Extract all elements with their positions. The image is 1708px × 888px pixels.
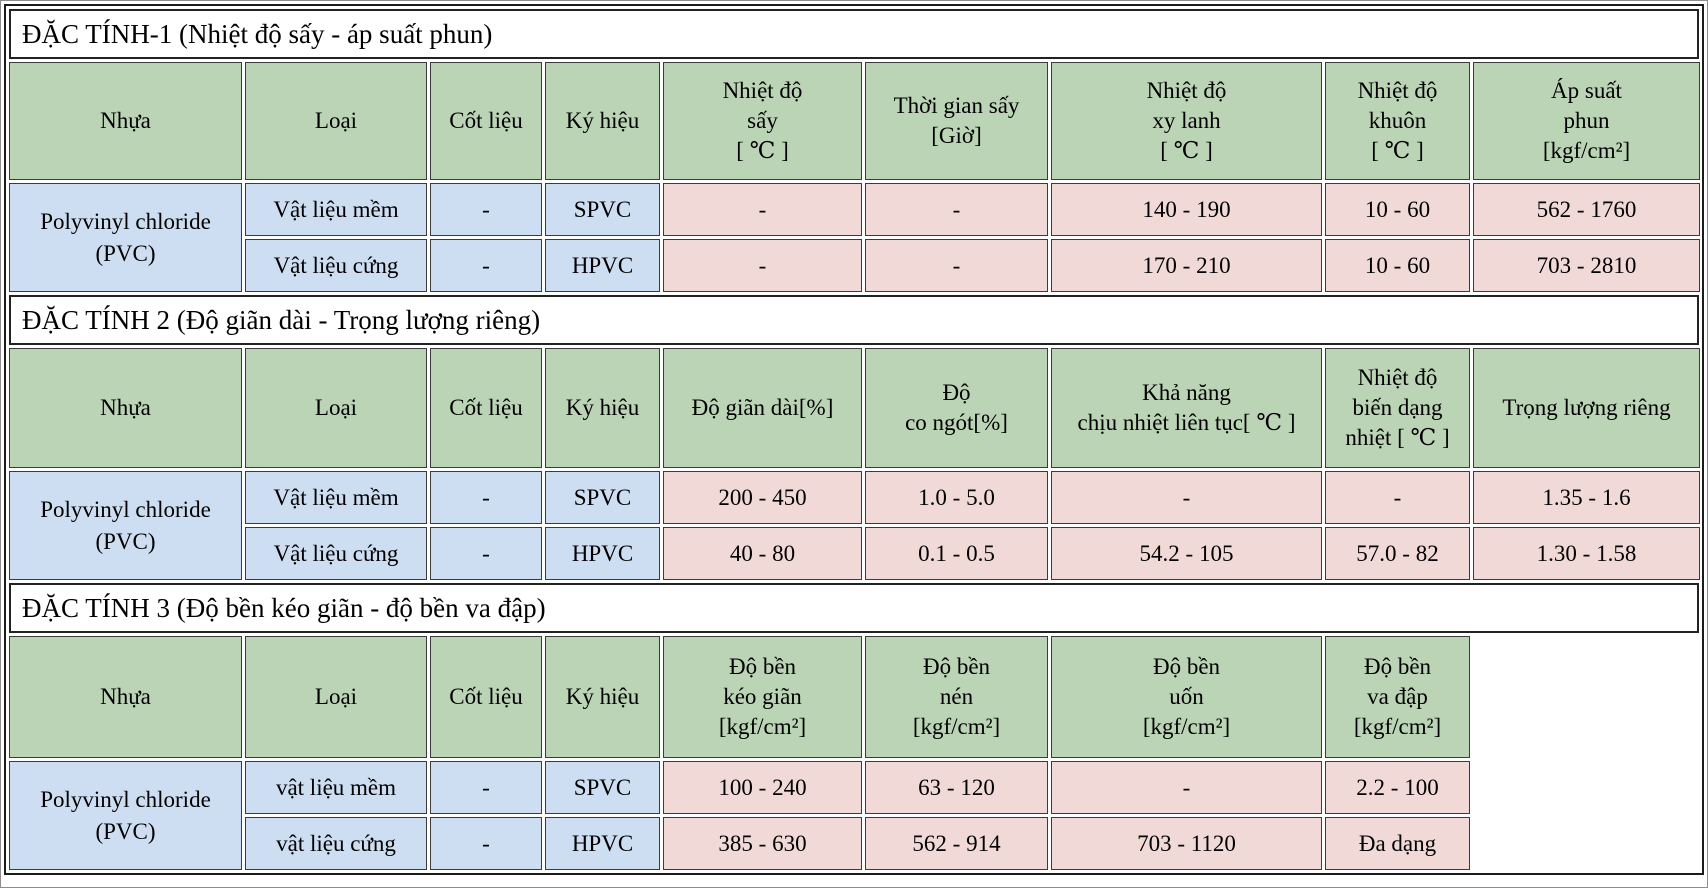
col-header-do-ben-keo-gian: Độ bền kéo giãn [kgf/cm²] <box>663 636 862 758</box>
value-cell: 54.2 - 105 <box>1051 527 1322 580</box>
value-cell: 562 - 1760 <box>1473 183 1700 236</box>
value-cell: 562 - 914 <box>865 817 1048 870</box>
header-row: Nhựa Loại Cốt liệu Ký hiệu Nhiệt độ sấy … <box>9 62 1700 180</box>
table-row: Polyvinyl chloride (PVC) Vật liệu mềm - … <box>9 183 1700 292</box>
type-cell: Vật liệu mềm <box>245 471 427 524</box>
value-cell: 10 - 60 <box>1325 239 1470 292</box>
value-cell: - <box>663 183 862 236</box>
value-cell: 57.0 - 82 <box>1325 527 1470 580</box>
col-header-nhiet-do-khuon: Nhiệt độ khuôn [ ℃ ] <box>1325 62 1470 180</box>
col-header-ap-suat-phun: Áp suất phun [kgf/cm²] <box>1473 62 1700 180</box>
col-header-loai: Loại <box>245 348 427 468</box>
col-header-do-co-ngot: Độ co ngót[%] <box>865 348 1048 468</box>
value-cell: 100 - 240 <box>663 761 862 814</box>
value-cell: 10 - 60 <box>1325 183 1470 236</box>
value-cell: 200 - 450 <box>663 471 862 524</box>
value-cell: 703 - 2810 <box>1473 239 1700 292</box>
datasheet-container: ĐẶC TÍNH-1 (Nhiệt độ sấy - áp suất phun)… <box>4 4 1704 875</box>
section-dac-tinh-2: ĐẶC TÍNH 2 (Độ giãn dài - Trọng lượng ri… <box>6 295 1702 583</box>
col-header-nhiet-do-xy-lanh: Nhiệt độ xy lanh [ ℃ ] <box>1051 62 1322 180</box>
value-cell: 1.35 - 1.6 <box>1473 471 1700 524</box>
header-row: Nhựa Loại Cốt liệu Ký hiệu Độ giãn dài[%… <box>9 348 1700 468</box>
col-header-do-ben-uon: Độ bền uốn [kgf/cm²] <box>1051 636 1322 758</box>
value-cell: 2.2 - 100 <box>1325 761 1470 814</box>
col-header-nhiet-do-bien-dang: Nhiệt độ biến dạng nhiệt [ ℃ ] <box>1325 348 1470 468</box>
col-header-cot-lieu: Cốt liệu <box>430 62 542 180</box>
symbol-cell: SPVC <box>545 471 660 524</box>
material-cell: Polyvinyl chloride (PVC) <box>9 471 242 580</box>
value-cell: 385 - 630 <box>663 817 862 870</box>
col-header-do-gian-dai: Độ giãn dài[%] <box>663 348 862 468</box>
value-cell: - <box>1051 471 1322 524</box>
property-table-3: Nhựa Loại Cốt liệu Ký hiệu Độ bền kéo gi… <box>6 633 1473 873</box>
symbol-cell: HPVC <box>545 239 660 292</box>
symbol-cell: HPVC <box>545 527 660 580</box>
symbol-cell: HPVC <box>545 817 660 870</box>
symbol-cell: SPVC <box>545 761 660 814</box>
value-cell: - <box>865 183 1048 236</box>
section-title: ĐẶC TÍNH 3 (Độ bền kéo giãn - độ bền va … <box>9 583 1699 633</box>
section-title: ĐẶC TÍNH-1 (Nhiệt độ sấy - áp suất phun) <box>9 9 1699 59</box>
value-cell: 140 - 190 <box>1051 183 1322 236</box>
table-row: Vật liệu cứng - HPVC 40 - 80 0.1 - 0.5 5… <box>9 527 1700 580</box>
col-header-do-ben-nen: Độ bền nén [kgf/cm²] <box>865 636 1048 758</box>
symbol-cell: SPVC <box>545 183 660 236</box>
value-cell: 703 - 1120 <box>1051 817 1322 870</box>
col-header-thoi-gian-say: Thời gian sấy [Giờ] <box>865 62 1048 180</box>
value-cell: 170 - 210 <box>1051 239 1322 292</box>
material-cell: Polyvinyl chloride (PVC) <box>9 761 242 870</box>
type-cell: Vật liệu cứng <box>245 527 427 580</box>
col-header-nhua: Nhựa <box>9 348 242 468</box>
value-cell: 0.1 - 0.5 <box>865 527 1048 580</box>
header-row: Nhựa Loại Cốt liệu Ký hiệu Độ bền kéo gi… <box>9 636 1470 758</box>
section-dac-tinh-1: ĐẶC TÍNH-1 (Nhiệt độ sấy - áp suất phun)… <box>6 9 1702 295</box>
filler-cell: - <box>430 239 542 292</box>
value-cell: Đa dạng <box>1325 817 1470 870</box>
col-header-do-ben-va-dap: Độ bền va đập [kgf/cm²] <box>1325 636 1470 758</box>
property-table-1: Nhựa Loại Cốt liệu Ký hiệu Nhiệt độ sấy … <box>6 59 1703 295</box>
value-cell: - <box>1051 761 1322 814</box>
col-header-ky-hieu: Ký hiệu <box>545 636 660 758</box>
filler-cell: - <box>430 471 542 524</box>
property-table-2: Nhựa Loại Cốt liệu Ký hiệu Độ giãn dài[%… <box>6 345 1703 583</box>
value-cell: 1.0 - 5.0 <box>865 471 1048 524</box>
col-header-nhiet-do-say: Nhiệt độ sấy [ ℃ ] <box>663 62 862 180</box>
filler-cell: - <box>430 817 542 870</box>
table-row: Vật liệu cứng - HPVC - - 170 - 210 10 - … <box>9 239 1700 292</box>
col-header-loai: Loại <box>245 636 427 758</box>
material-cell: Polyvinyl chloride (PVC) <box>9 183 242 292</box>
value-cell: - <box>663 239 862 292</box>
type-cell: Vật liệu mềm <box>245 183 427 236</box>
col-header-loai: Loại <box>245 62 427 180</box>
col-header-ky-hieu: Ký hiệu <box>545 62 660 180</box>
table-row: vật liệu cứng - HPVC 385 - 630 562 - 914… <box>9 817 1470 870</box>
value-cell: 63 - 120 <box>865 761 1048 814</box>
table-row: Polyvinyl chloride (PVC) Vật liệu mềm - … <box>9 471 1700 580</box>
col-header-ky-hieu: Ký hiệu <box>545 348 660 468</box>
col-header-nhua: Nhựa <box>9 636 242 758</box>
col-header-cot-lieu: Cốt liệu <box>430 636 542 758</box>
value-cell: 40 - 80 <box>663 527 862 580</box>
value-cell: 1.30 - 1.58 <box>1473 527 1700 580</box>
value-cell: - <box>865 239 1048 292</box>
type-cell: vật liệu mềm <box>245 761 427 814</box>
section-dac-tinh-3: ĐẶC TÍNH 3 (Độ bền kéo giãn - độ bền va … <box>6 583 1702 873</box>
type-cell: vật liệu cứng <box>245 817 427 870</box>
table-row: Polyvinyl chloride (PVC) vật liệu mềm - … <box>9 761 1470 870</box>
col-header-trong-luong-rieng: Trọng lượng riêng <box>1473 348 1700 468</box>
col-header-nhua: Nhựa <box>9 62 242 180</box>
filler-cell: - <box>430 527 542 580</box>
filler-cell: - <box>430 761 542 814</box>
col-header-kha-nang-chiu-nhiet: Khả năng chịu nhiệt liên tục[ ℃ ] <box>1051 348 1322 468</box>
filler-cell: - <box>430 183 542 236</box>
value-cell: - <box>1325 471 1470 524</box>
type-cell: Vật liệu cứng <box>245 239 427 292</box>
section-title: ĐẶC TÍNH 2 (Độ giãn dài - Trọng lượng ri… <box>9 295 1699 345</box>
col-header-cot-lieu: Cốt liệu <box>430 348 542 468</box>
